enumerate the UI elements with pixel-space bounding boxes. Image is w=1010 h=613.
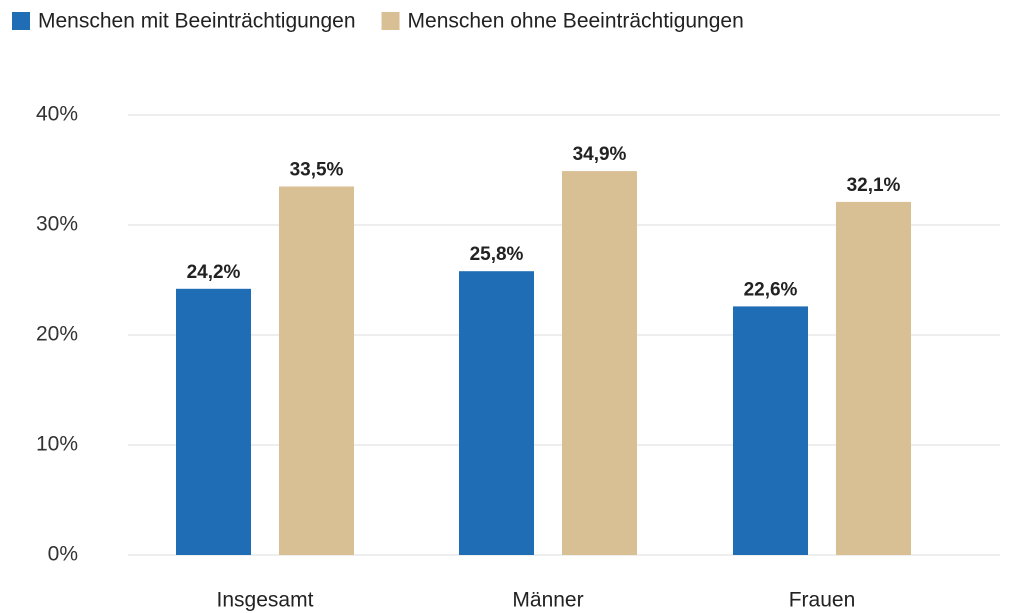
legend-swatch	[381, 12, 400, 30]
y-tick-label: 40%	[36, 103, 78, 126]
y-tick-label: 10%	[36, 433, 78, 456]
value-label: 32,1%	[847, 175, 901, 196]
legend-swatch	[12, 12, 30, 30]
bar	[562, 171, 637, 555]
legend-label: Menschen mit Beeinträchtigungen	[38, 10, 356, 33]
bar	[176, 288, 251, 555]
value-label: 22,6%	[744, 279, 798, 300]
value-label: 34,9%	[573, 144, 627, 165]
bar	[733, 306, 808, 555]
x-tick-label: Insgesamt	[217, 589, 314, 612]
value-label: 33,5%	[290, 160, 344, 181]
value-label: 25,8%	[470, 244, 524, 265]
x-tick-label: Männer	[512, 589, 583, 612]
y-tick-label: 0%	[48, 543, 78, 566]
legend-label: Menschen ohne Beeinträchtigungen	[408, 10, 744, 33]
y-tick-label: 30%	[36, 213, 78, 236]
y-tick-label: 20%	[36, 323, 78, 346]
x-tick-label: Frauen	[789, 589, 856, 612]
bar	[459, 271, 534, 555]
bar	[836, 201, 911, 555]
value-label: 24,2%	[187, 262, 241, 283]
bar	[279, 186, 354, 555]
